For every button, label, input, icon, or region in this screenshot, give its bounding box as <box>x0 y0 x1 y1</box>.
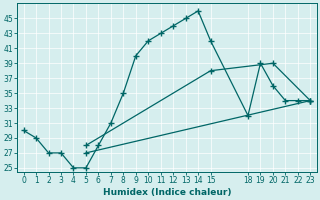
X-axis label: Humidex (Indice chaleur): Humidex (Indice chaleur) <box>103 188 231 197</box>
